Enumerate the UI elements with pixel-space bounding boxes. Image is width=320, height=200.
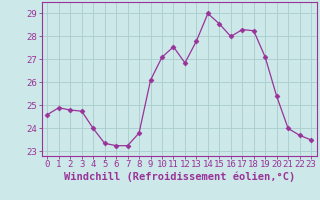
X-axis label: Windchill (Refroidissement éolien,°C): Windchill (Refroidissement éolien,°C) (64, 172, 295, 182)
